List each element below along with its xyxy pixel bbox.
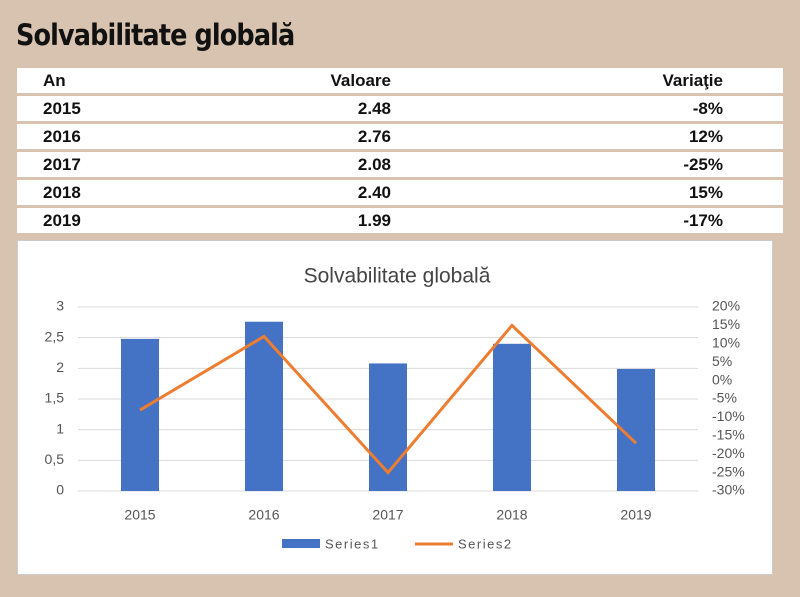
table-cell: 2.48 [357,99,391,118]
table-cell: 2.76 [357,127,391,146]
table-cell: 2017 [43,155,81,174]
chart-title: Solvabilitate globală [304,265,491,288]
table-cell: Valoare [330,71,392,90]
bar [121,338,159,491]
legend-label: Series1 [325,536,380,551]
x-tick-label: 2019 [620,507,651,523]
table-row: 2018 2.40 15% [17,180,783,205]
table-row: 2015 2.48 -8% [17,96,783,121]
table-cell: 12% [688,127,723,146]
table-row: 2017 2.08 -25% [17,152,783,177]
y-tick-label: 3 [56,298,64,314]
y2-tick-label: 15% [712,316,740,332]
y2-tick-label: -10% [712,408,745,424]
data-table: An Valoare Variaţie 2015 2.48 -8% 2016 2.76 12% 2… [17,68,783,236]
y2-tick-label: -20% [712,445,745,461]
table-cell: -17% [683,211,723,230]
page-title: Solvabilitate globală [16,18,295,52]
y-tick-label: 1 [56,420,64,436]
table-cell: 2.40 [357,183,391,202]
y2-tick-label: 0% [712,371,732,387]
table-row: 2016 2.76 12% [17,124,783,149]
x-tick-label: 2016 [248,507,279,523]
table-cell: 1.99 [357,211,391,230]
bar [493,343,531,491]
legend-swatch [282,539,320,548]
x-tick-label: 2017 [372,507,403,523]
table-row: An Valoare Variaţie [17,68,783,93]
x-tick-label: 2015 [124,507,155,523]
table-row: 2019 1.99 -17% [17,208,783,233]
y2-tick-label: 10% [712,335,740,351]
table-cell: 15% [688,183,723,202]
table-cell: -8% [692,99,723,118]
table-cell: An [43,71,66,90]
table-cell: 2019 [43,211,81,230]
y2-tick-label: 5% [712,353,732,369]
line [139,323,638,475]
table-cell: 2016 [43,127,81,146]
table-cell: 2018 [43,183,81,202]
y2-tick-label: -30% [712,482,745,498]
y-tick-label: 2,5 [45,328,65,344]
y-tick-label: 0 [56,482,64,498]
y2-tick-label: -5% [712,390,737,406]
legend-label: Series2 [458,536,513,551]
table-cell: 2015 [43,99,81,118]
bar [369,363,407,491]
y2-tick-label: -25% [712,463,745,479]
table-cell: Variaţie [662,71,724,90]
table-cell: 2.08 [357,155,391,174]
table-cell: -25% [683,155,723,174]
y2-tick-label: 20% [712,298,740,314]
y-tick-label: 1,5 [45,390,65,406]
y2-tick-label: -15% [712,427,745,443]
bar [245,321,283,491]
y-tick-label: 0,5 [45,451,65,467]
x-tick-label: 2018 [496,507,527,523]
y-tick-label: 2 [56,359,64,375]
